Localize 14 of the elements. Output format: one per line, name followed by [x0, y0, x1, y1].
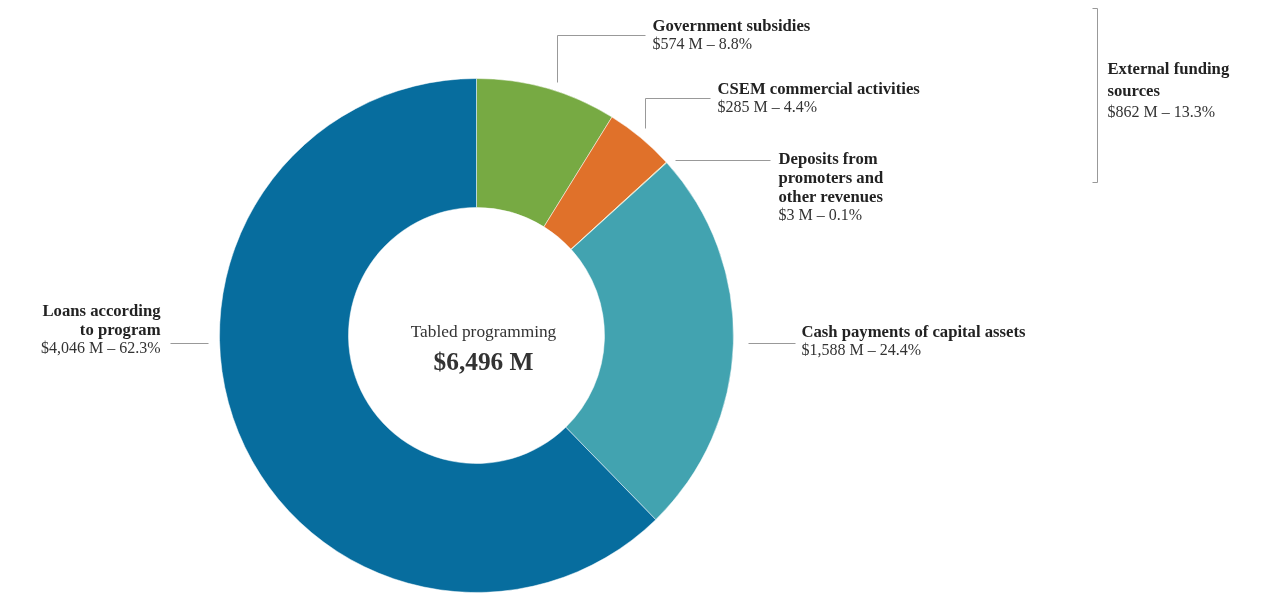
text: $6,496 M — [433, 346, 534, 375]
slice-label: Loans according to program — [42, 300, 162, 339]
text: External funding sources — [1107, 58, 1230, 100]
text: Tabled programming — [410, 322, 557, 341]
data-label: $4,046 M – 62.3% — [40, 338, 161, 356]
slice-label: Cash payments of capital assets — [801, 321, 1026, 341]
slice-label: CSEM commercial activities — [717, 78, 921, 98]
slice-label: Government subsidies — [652, 15, 811, 35]
slice-label: Deposits from promoters and other revenues — [778, 148, 884, 206]
data-label: $3 M – 0.1% — [778, 205, 863, 223]
data-label: $285 M – 4.4% — [717, 97, 818, 115]
data-label: $1,588 M – 24.4% — [801, 340, 922, 358]
text: $862 M – 13.3% — [1107, 102, 1216, 120]
data-label: $574 M – 8.8% — [652, 34, 753, 52]
